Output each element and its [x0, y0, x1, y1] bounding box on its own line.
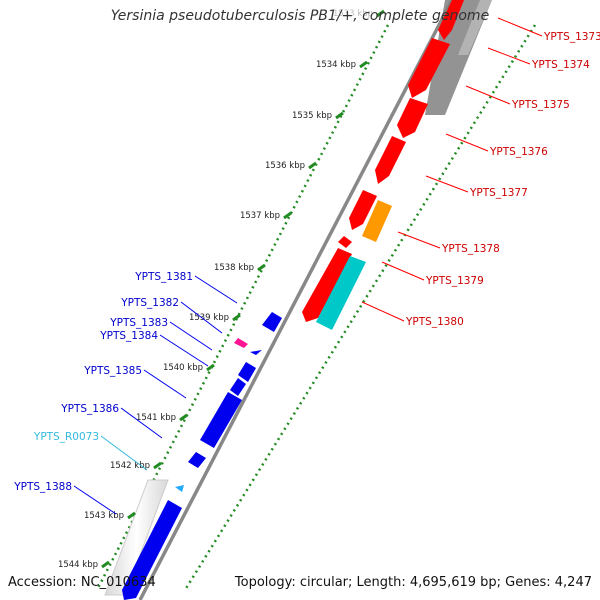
gene-leader-line: [397, 231, 441, 249]
cds-ypts-1386[interactable]: [200, 392, 242, 448]
right-gene-labels: YPTS_1373 YPTS_1374 YPTS_1375 YPTS_1376 YPTS…: [361, 17, 600, 328]
cds-ypts-1385[interactable]: [230, 378, 246, 396]
gene-leader-line: [194, 275, 238, 304]
cds-ypts-1375[interactable]: [397, 98, 428, 138]
gene-label-right[interactable]: YPTS_1377: [469, 187, 528, 199]
gene-label-left[interactable]: YPTS_R0073: [33, 431, 99, 443]
kbp-tick-mark: [232, 313, 241, 322]
cds-ypts-1376[interactable]: [375, 136, 406, 184]
kbp-tick-mark: [206, 363, 215, 372]
gene-leader-line: [425, 175, 469, 193]
kbp-tick-label: 1538 kbp: [214, 263, 254, 273]
kbp-tick-label: 1533 kbp: [333, 9, 373, 19]
gene-leader-line: [159, 334, 209, 367]
cds-ypts-1373[interactable]: [438, 0, 464, 40]
gene-leader-line: [361, 301, 405, 322]
cds-ypts-1379[interactable]: [302, 248, 352, 322]
gene-leader-line: [445, 133, 489, 152]
kbp-tick-mark: [127, 511, 136, 520]
genome-backbone: [138, 0, 454, 600]
kbp-tick-mark: [376, 9, 385, 18]
cds-ypts-1384[interactable]: [238, 362, 256, 382]
kbp-tick-label: 1536 kbp: [265, 161, 305, 171]
kbp-tick-label: 1541 kbp: [136, 413, 176, 423]
gene-leader-line: [497, 17, 543, 37]
kbp-tick-mark: [308, 161, 317, 170]
kbp-scale: 1533 kbp 1534 kbp 1535 kbp 1536 kbp 1537 kbp…: [58, 9, 385, 570]
pseudo-ypts-1382[interactable]: [234, 338, 248, 348]
gene-label-left[interactable]: YPTS_1386: [60, 403, 119, 415]
kbp-tick-mark: [179, 413, 188, 422]
gene-label-left[interactable]: YPTS_1383: [109, 317, 168, 329]
kbp-tick-label: 1534 kbp: [316, 60, 356, 70]
kbp-tick-label: 1535 kbp: [292, 111, 332, 121]
kbp-tick-label: 1540 kbp: [163, 363, 203, 373]
gene-leader-line: [169, 321, 213, 351]
gene-label-left[interactable]: YPTS_1381: [134, 271, 193, 283]
kbp-tick-label: 1544 kbp: [58, 560, 98, 570]
cds-ypts-1377[interactable]: [349, 190, 377, 230]
gene-label-right[interactable]: YPTS_1380: [405, 316, 464, 328]
gene-label-right[interactable]: YPTS_1378: [441, 243, 500, 255]
kbp-tick-mark: [335, 111, 344, 120]
gene-label-left[interactable]: YPTS_1384: [99, 330, 158, 342]
gene-leader-line: [487, 47, 531, 65]
kbp-tick-label: 1542 kbp: [110, 461, 150, 471]
gene-label-right[interactable]: YPTS_1379: [425, 275, 484, 287]
cds-ypts-1388[interactable]: [122, 500, 182, 600]
kbp-tick-label: 1543 kbp: [84, 511, 124, 521]
rrna-ypts-1380[interactable]: [316, 256, 366, 330]
genome-title: Yersinia pseudotuberculosis PB1/+, compl…: [110, 8, 490, 24]
gene-label-left[interactable]: YPTS_1382: [120, 297, 179, 309]
cds-ypts-1374[interactable]: [408, 38, 450, 98]
accession-text: Accession: NC_010634: [8, 575, 156, 590]
cds-ypts-1383[interactable]: [250, 350, 262, 355]
gene-leader-line: [465, 85, 511, 105]
kbp-tick-mark: [101, 560, 110, 569]
gene-label-left[interactable]: YPTS_1388: [13, 481, 72, 493]
gene-label-right[interactable]: YPTS_1376: [489, 146, 548, 158]
gc-band-top-light: [458, 0, 492, 55]
gene-leader-line: [73, 485, 117, 515]
kbp-tick-label: 1539 kbp: [189, 313, 229, 323]
gene-label-right[interactable]: YPTS_1373: [543, 31, 600, 43]
kbp-tick-mark: [283, 211, 292, 220]
cds-ypts-1381[interactable]: [262, 312, 282, 332]
kbp-tick-mark: [257, 263, 266, 272]
gene-leader-line: [100, 435, 148, 471]
gene-leader-line: [120, 407, 163, 439]
gene-label-right[interactable]: YPTS_1374: [531, 59, 590, 71]
kbp-tick-mark: [153, 461, 162, 470]
gene-leader-line: [180, 301, 223, 334]
cds-ypts-1386b[interactable]: [188, 452, 206, 468]
cds-ypts-1378[interactable]: [362, 200, 392, 242]
kbp-tick-label: 1537 kbp: [240, 211, 280, 221]
gene-label-right[interactable]: YPTS_1375: [511, 99, 570, 111]
gene-label-left[interactable]: YPTS_1385: [83, 365, 142, 377]
kbp-tick-mark: [359, 60, 368, 69]
cds-ypts-1379-small[interactable]: [338, 236, 352, 248]
gene-leader-line: [143, 369, 187, 399]
genome-summary: Topology: circular; Length: 4,695,619 bp…: [234, 575, 592, 590]
inner-dotted-track: [183, 24, 537, 591]
trna-ypts-r0073[interactable]: [175, 485, 184, 492]
gene-leader-line: [381, 261, 425, 281]
